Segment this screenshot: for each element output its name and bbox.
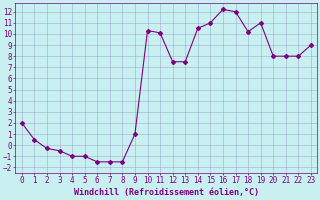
- X-axis label: Windchill (Refroidissement éolien,°C): Windchill (Refroidissement éolien,°C): [74, 188, 259, 197]
